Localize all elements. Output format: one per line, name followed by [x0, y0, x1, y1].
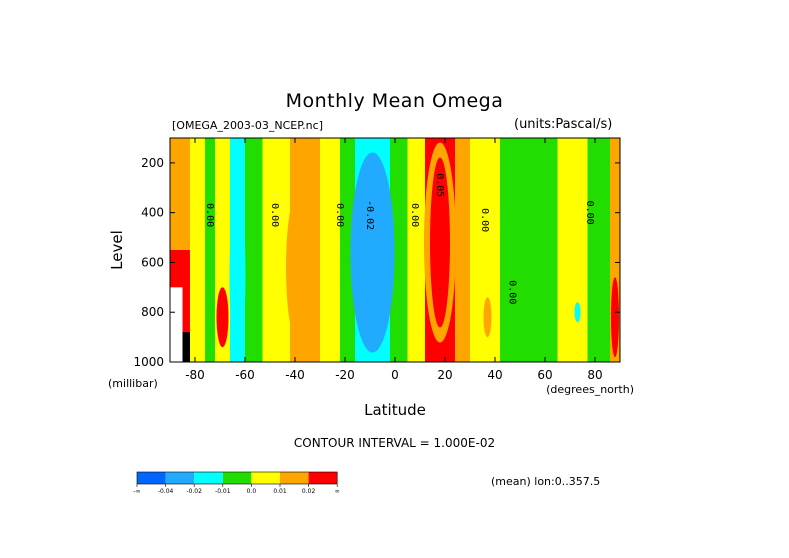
- axes: -80 -60 -40 -20 0 20 40 60 80 200 400 600 800 1000 Lat…: [108, 137, 634, 419]
- contour-label: 0.00: [334, 203, 345, 227]
- colorbar-label: -∞: [133, 488, 140, 495]
- y-tick-label: 600: [141, 255, 164, 269]
- missing-data-region: [170, 287, 183, 362]
- x-tick-label: 80: [587, 368, 602, 382]
- colorbar-label: ∞: [335, 488, 340, 495]
- colorbar-swatch: [194, 472, 223, 484]
- field-band: [455, 138, 470, 362]
- x-tick-label: 0: [391, 368, 399, 382]
- x-axis-title: Latitude: [364, 401, 426, 419]
- y-axis-title: Level: [108, 230, 126, 270]
- field-patch: [350, 152, 395, 353]
- colorbar-label: 0.0: [247, 488, 257, 495]
- contour-label: 0.00: [409, 203, 420, 227]
- contour-label: 0.00: [479, 208, 490, 232]
- x-tick-label: -20: [335, 368, 355, 382]
- file-name-label: [OMEGA_2003-03_NCEP.nc]: [172, 119, 323, 132]
- colorbar-swatch: [308, 472, 338, 484]
- x-tick-label: 60: [537, 368, 552, 382]
- y-tick-label: 400: [141, 206, 164, 220]
- contour-label: -0.02: [364, 200, 375, 230]
- x-tick-label: 20: [437, 368, 452, 382]
- colorbar-swatch: [137, 472, 166, 484]
- field-band: [205, 138, 215, 362]
- field-band: [500, 138, 515, 362]
- contour-label: 0.00: [584, 201, 595, 225]
- colorbar-label: 0.01: [273, 488, 287, 495]
- missing-data-edge: [182, 332, 190, 362]
- y-unit-label: (millibar): [108, 377, 158, 390]
- x-tick-label: -60: [235, 368, 255, 382]
- field-band: [340, 138, 355, 362]
- contour-label: 0.00: [204, 203, 215, 227]
- colorbar-swatch: [222, 472, 252, 484]
- field-patch: [574, 302, 581, 323]
- contour-label: 0.00: [269, 203, 280, 227]
- colorbar-swatch: [165, 472, 195, 484]
- field-patch: [286, 187, 314, 348]
- colorbar-label: -0.01: [215, 488, 231, 495]
- field-patch: [216, 287, 229, 348]
- field-band: [407, 138, 425, 362]
- colorbar-label: 0.02: [302, 488, 316, 495]
- colorbar-label: -0.02: [186, 488, 202, 495]
- contour-interval-label: CONTOUR INTERVAL = 1.000E-02: [293, 436, 496, 450]
- y-tick-label: 1000: [133, 355, 164, 369]
- x-tick-label: 40: [487, 368, 502, 382]
- units-label: (units:Pascal/s): [514, 117, 613, 132]
- x-tick-label: -80: [185, 368, 205, 382]
- y-tick-label: 800: [141, 305, 164, 319]
- colorbar-swatch: [251, 472, 280, 484]
- x-tick-label: -40: [285, 368, 305, 382]
- colorbar-swatch: [280, 472, 309, 484]
- field-patch: [430, 157, 450, 328]
- field-patch: [229, 194, 246, 355]
- field-patch: [611, 277, 619, 358]
- colorbar-frame: [136, 471, 338, 485]
- field-band: [390, 138, 408, 362]
- y-tick-label: 200: [141, 156, 164, 170]
- field-band: [557, 138, 588, 362]
- plot-overlay: 0.00 0.00 0.00 -0.02 0.00 0.05 0.00 0.00 0.00: [204, 173, 595, 304]
- field-band: [245, 138, 263, 362]
- x-unit-label: (degrees_north): [546, 383, 634, 396]
- mean-longitude-label: (mean) lon:0..357.5: [491, 475, 601, 488]
- contour-plot-area: [170, 138, 620, 362]
- contour-label: 0.05: [434, 173, 445, 197]
- field-band: [320, 138, 340, 362]
- colorbar: -∞ -0.04 -0.02 -0.01 0.0 0.01 0.02 ∞: [133, 471, 340, 495]
- field-patch: [483, 297, 492, 338]
- field-band: [262, 138, 290, 362]
- field-band: [190, 138, 205, 362]
- field-band: [587, 138, 610, 362]
- contour-label: 0.00: [507, 280, 518, 304]
- chart-title: Monthly Mean Omega: [285, 90, 504, 112]
- colorbar-label: -0.04: [158, 488, 174, 495]
- field-band: [515, 138, 558, 362]
- field-band: [610, 138, 620, 362]
